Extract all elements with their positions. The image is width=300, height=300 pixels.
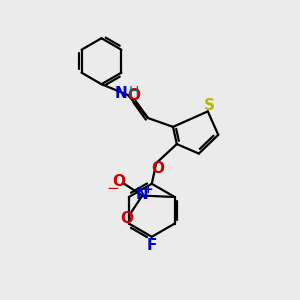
Text: N: N [115,86,128,101]
Text: O: O [121,211,134,226]
Text: S: S [203,98,214,113]
Text: F: F [147,238,157,253]
Text: +: + [143,183,154,196]
Text: O: O [112,174,125,189]
Text: O: O [151,161,164,176]
Text: N: N [135,187,148,202]
Text: −: − [106,181,119,196]
Text: H: H [129,85,139,98]
Text: O: O [128,88,141,103]
